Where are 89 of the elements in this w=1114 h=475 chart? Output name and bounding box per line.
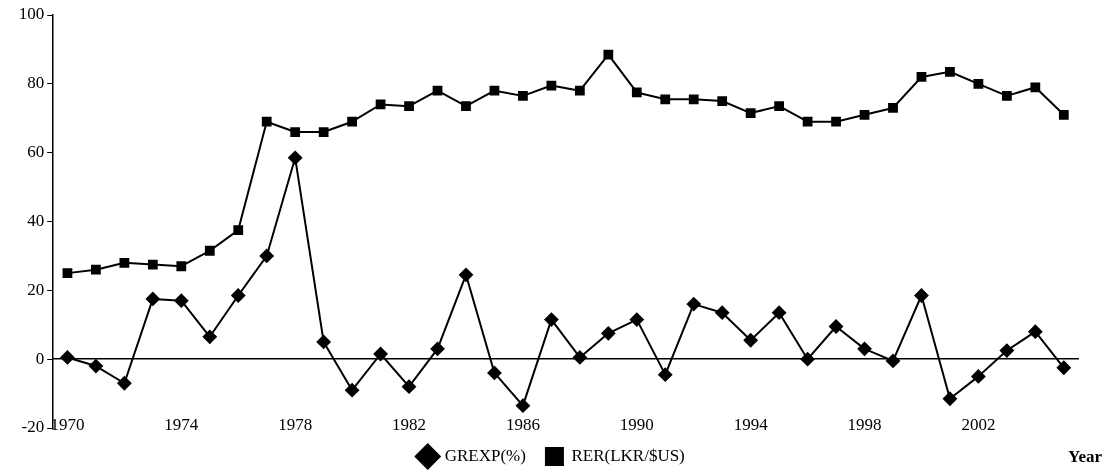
point	[829, 319, 844, 334]
point	[62, 268, 73, 279]
x-axis-title: Year	[1068, 447, 1102, 467]
point	[119, 257, 130, 268]
point	[432, 85, 443, 96]
x-tick-label: 1990	[619, 414, 654, 434]
point	[461, 101, 471, 112]
point	[1056, 360, 1071, 375]
point	[117, 376, 132, 391]
point	[686, 297, 701, 312]
point	[886, 353, 900, 368]
point	[430, 341, 445, 356]
point	[717, 96, 728, 106]
legend-label: GREXP(%)	[444, 445, 526, 465]
point	[544, 312, 559, 327]
point	[147, 259, 158, 270]
point	[88, 359, 103, 374]
point	[404, 101, 414, 112]
point	[1001, 90, 1012, 101]
point	[857, 341, 872, 356]
x-tick-label: 1986	[505, 414, 540, 434]
x-tick-label: 1994	[733, 414, 769, 434]
point	[688, 94, 699, 105]
point	[914, 288, 929, 303]
point	[942, 391, 957, 406]
point	[402, 379, 417, 394]
x-tick-label: 1978	[278, 414, 313, 434]
point	[60, 350, 75, 365]
y-tick-label: 80	[27, 73, 45, 93]
point	[174, 293, 189, 308]
x-tick-label: 2002	[961, 414, 996, 434]
point	[629, 312, 644, 327]
point	[261, 116, 272, 127]
point	[518, 90, 528, 101]
point	[572, 350, 587, 365]
point	[1058, 109, 1069, 120]
y-tick-label: 40	[27, 210, 45, 230]
point	[176, 261, 187, 272]
point	[772, 305, 787, 320]
point	[546, 80, 557, 91]
point	[259, 248, 274, 263]
point	[973, 78, 984, 89]
point	[888, 103, 898, 113]
point	[945, 66, 955, 77]
legend-label: RER(LKR/$US)	[571, 445, 685, 465]
y-tick-label: 60	[27, 142, 45, 162]
y-tick-label: -20	[21, 417, 45, 437]
point	[290, 127, 301, 137]
point	[774, 101, 785, 112]
point	[204, 245, 215, 256]
point	[316, 334, 331, 349]
point	[458, 267, 473, 282]
point	[202, 329, 217, 344]
point	[231, 288, 246, 303]
point	[145, 291, 160, 306]
point	[233, 225, 244, 235]
point	[601, 326, 616, 341]
point	[971, 369, 986, 384]
x-tick-label: 1982	[392, 414, 427, 434]
point	[91, 264, 101, 275]
x-tick-label: 1998	[847, 414, 882, 434]
point	[288, 150, 303, 165]
point	[658, 367, 673, 382]
point	[631, 87, 642, 98]
point	[859, 109, 870, 120]
point	[743, 333, 758, 348]
point	[745, 108, 756, 118]
point	[802, 116, 813, 127]
point	[660, 94, 671, 105]
point	[347, 116, 357, 127]
point	[715, 305, 730, 320]
point	[487, 365, 502, 380]
point	[373, 347, 388, 361]
y-tick-label: 0	[35, 348, 45, 368]
y-tick-label: 100	[18, 4, 45, 24]
point	[1028, 324, 1043, 339]
point	[999, 343, 1014, 358]
point	[574, 85, 585, 96]
point	[515, 398, 530, 413]
point	[489, 85, 500, 96]
point	[345, 383, 360, 398]
point	[831, 116, 841, 127]
point	[318, 127, 329, 137]
point	[1030, 82, 1041, 93]
point	[800, 352, 815, 367]
x-tick-label: 1974	[164, 414, 199, 434]
y-tick-label: 20	[27, 279, 45, 299]
point	[603, 49, 614, 60]
point	[916, 72, 927, 82]
